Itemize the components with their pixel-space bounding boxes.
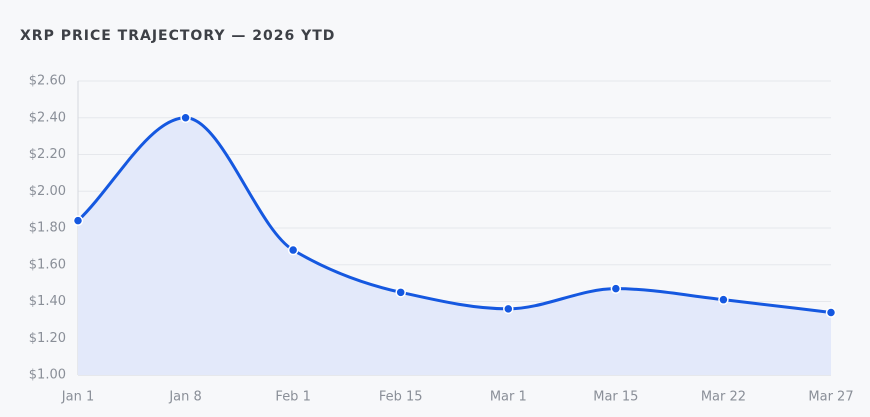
y-tick-label: $1.80 <box>29 221 66 236</box>
y-tick-label: $1.00 <box>29 368 66 383</box>
y-tick-label: $2.60 <box>29 74 66 89</box>
y-tick-label: $1.20 <box>29 331 66 346</box>
point <box>825 307 837 318</box>
x-tick-label: Feb 1 <box>275 390 310 405</box>
x-tick-label: Jan 8 <box>168 390 201 405</box>
x-tick-label: Mar 15 <box>593 390 638 405</box>
y-tick-label: $2.20 <box>29 147 66 162</box>
y-tick-label: $2.00 <box>29 184 66 199</box>
x-tick-label: Mar 1 <box>490 390 527 405</box>
point <box>287 244 299 256</box>
area <box>78 117 831 375</box>
x-tick-label: Feb 15 <box>379 390 423 405</box>
point <box>72 215 84 226</box>
x-tick-label: Mar 27 <box>808 390 853 405</box>
x-tick-label: Mar 22 <box>701 390 746 405</box>
y-tick-label: $1.40 <box>29 294 66 309</box>
y-tick-label: $1.60 <box>29 257 66 272</box>
chart-title: XRP PRICE TRAJECTORY — 2026 YTD <box>20 28 335 44</box>
point <box>503 303 514 315</box>
point <box>395 287 406 298</box>
x-tick-label: Jan 1 <box>61 390 94 405</box>
point <box>610 283 622 294</box>
y-tick-label: $2.40 <box>29 110 66 125</box>
point <box>718 294 729 305</box>
point <box>180 112 191 123</box>
